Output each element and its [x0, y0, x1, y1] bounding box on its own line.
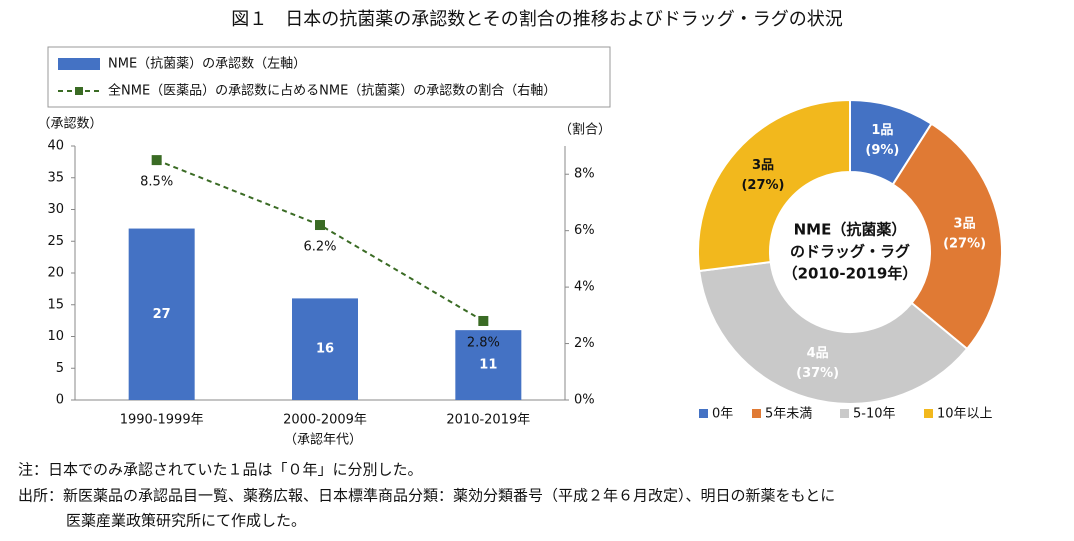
donut-center-label: のドラッグ・ラグ	[790, 243, 910, 261]
legend-label: 10年以上	[937, 407, 993, 422]
y2-tick-label: 6%	[574, 223, 595, 238]
line-marker	[478, 315, 489, 326]
legend-swatch	[699, 409, 708, 418]
note: 医薬産業政策研究所にて作成した。	[66, 512, 306, 530]
x-tick-label: 2000-2009年	[283, 413, 367, 428]
donut-slice	[698, 260, 969, 405]
bar	[455, 330, 522, 400]
legend-label: 全NME（医薬品）の承認数に占めるNME（抗菌薬）の承認数の割合（右軸）	[108, 83, 556, 99]
legend-label: NME（抗菌薬）の承認数（左軸）	[108, 56, 306, 72]
y-tick-label: 20	[47, 266, 64, 281]
slice-count-label: 3品	[954, 216, 976, 231]
legend-label: 5年未満	[765, 407, 812, 422]
slice-count-label: 1品	[871, 123, 893, 138]
legend-label: 5-10年	[853, 407, 896, 422]
bar-value-label: 27	[153, 307, 171, 322]
legend-marker	[75, 87, 83, 95]
y-tick-label: 10	[47, 329, 64, 344]
y2-axis-label: （割合）	[559, 122, 611, 138]
y-tick-label: 30	[47, 202, 64, 217]
y-tick-label: 40	[47, 139, 64, 154]
slice-value-label: (37%)	[796, 366, 839, 381]
y-tick-label: 25	[47, 234, 64, 249]
y-axis-label: （承認数）	[37, 116, 102, 132]
bar-value-label: 16	[316, 342, 334, 357]
y2-tick-label: 8%	[574, 167, 595, 182]
y-tick-label: 5	[56, 361, 64, 376]
legend-box	[47, 46, 611, 108]
line-value-label: 6.2%	[303, 240, 336, 255]
donut-slice	[697, 98, 851, 273]
line-marker	[315, 220, 325, 231]
legend-swatch	[58, 58, 100, 70]
slice-value-label: (27%)	[943, 236, 986, 251]
note: 注：日本でのみ承認されていた１品は「０年」に分別した。	[18, 461, 423, 479]
y-tick-label: 0	[56, 393, 64, 408]
bar-value-label: 11	[479, 358, 497, 373]
legend-swatch	[924, 409, 933, 418]
y-tick-label: 35	[47, 170, 64, 185]
x-tick-label: 2010-2019年	[446, 413, 530, 428]
slice-count-label: 4品	[807, 346, 829, 361]
y2-tick-label: 0%	[574, 393, 595, 408]
y2-tick-label: 4%	[574, 280, 595, 295]
legend-label: 0年	[712, 407, 733, 422]
legend-swatch	[840, 409, 849, 418]
y2-tick-label: 2%	[574, 336, 595, 351]
slice-count-label: 3品	[752, 158, 774, 173]
page-title: 図１ 日本の抗菌薬の承認数とその割合の推移およびドラッグ・ラグの状況	[231, 9, 842, 30]
donut-slice	[891, 122, 1003, 351]
y-tick-label: 15	[47, 297, 64, 312]
slice-value-label: (27%)	[741, 178, 784, 193]
bar	[128, 228, 195, 400]
bar	[292, 298, 358, 400]
donut-center-label: （2010-2019年）	[783, 265, 918, 283]
slice-value-label: (9%)	[865, 143, 899, 158]
x-axis-label: （承認年代）	[284, 432, 362, 448]
x-tick-label: 1990-1999年	[120, 413, 204, 428]
note: 出所：新医薬品の承認品目一覧、薬務広報、日本標準商品分類：薬効分類番号（平成２年…	[18, 487, 835, 505]
legend-swatch	[752, 409, 761, 418]
line-value-label: 8.5%	[140, 175, 173, 190]
donut-center-label: NME（抗菌薬）	[794, 221, 907, 239]
line-value-label: 2.8%	[467, 335, 500, 350]
line-marker	[151, 155, 162, 166]
